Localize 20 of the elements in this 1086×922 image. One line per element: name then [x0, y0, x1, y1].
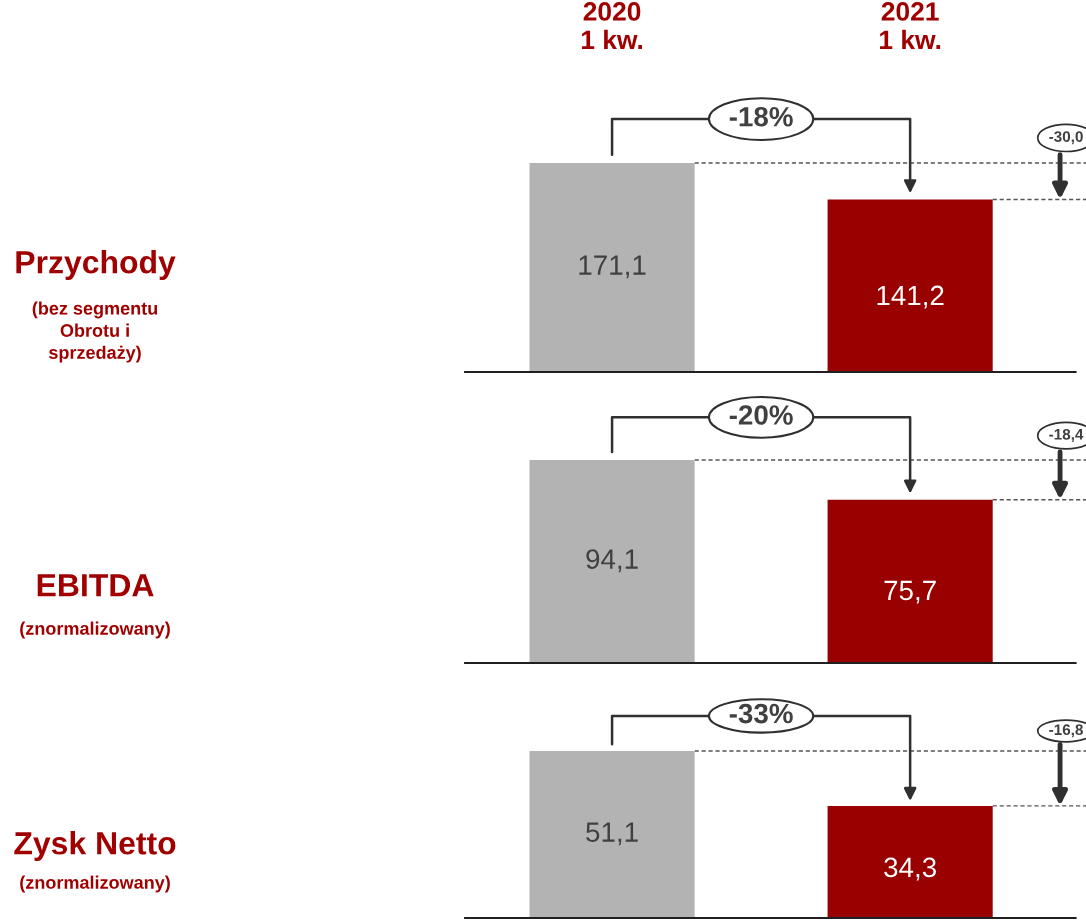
- y-axis-title: Przychody: [16, 250, 176, 280]
- data-label: 141,2: [877, 285, 944, 309]
- text: -18%: [729, 106, 793, 127]
- text: -33%: [729, 703, 793, 724]
- x-tick-label: 2020 1 kw.: [581, 2, 643, 49]
- text: -18,4: [1049, 428, 1084, 442]
- text: -16,8: [1049, 724, 1083, 738]
- data-label: 51,1: [586, 822, 638, 846]
- text: (znormalizowany): [20, 875, 170, 893]
- text: -30,0: [1049, 131, 1083, 145]
- y-axis-title: Zysk Netto: [14, 831, 176, 861]
- text: -20%: [729, 405, 793, 425]
- x-tick-label: 2021 1 kw.: [880, 2, 941, 49]
- data-label: 94,1: [586, 549, 638, 573]
- y-axis-title: EBITDA: [37, 574, 154, 597]
- text: (znormalizowany): [20, 621, 170, 639]
- data-label: 75,7: [884, 580, 936, 604]
- text: (bez segmentu Obrotu i sprzedaży): [32, 301, 158, 363]
- data-label: 34,3: [884, 857, 936, 881]
- data-label: 171,1: [579, 255, 646, 279]
